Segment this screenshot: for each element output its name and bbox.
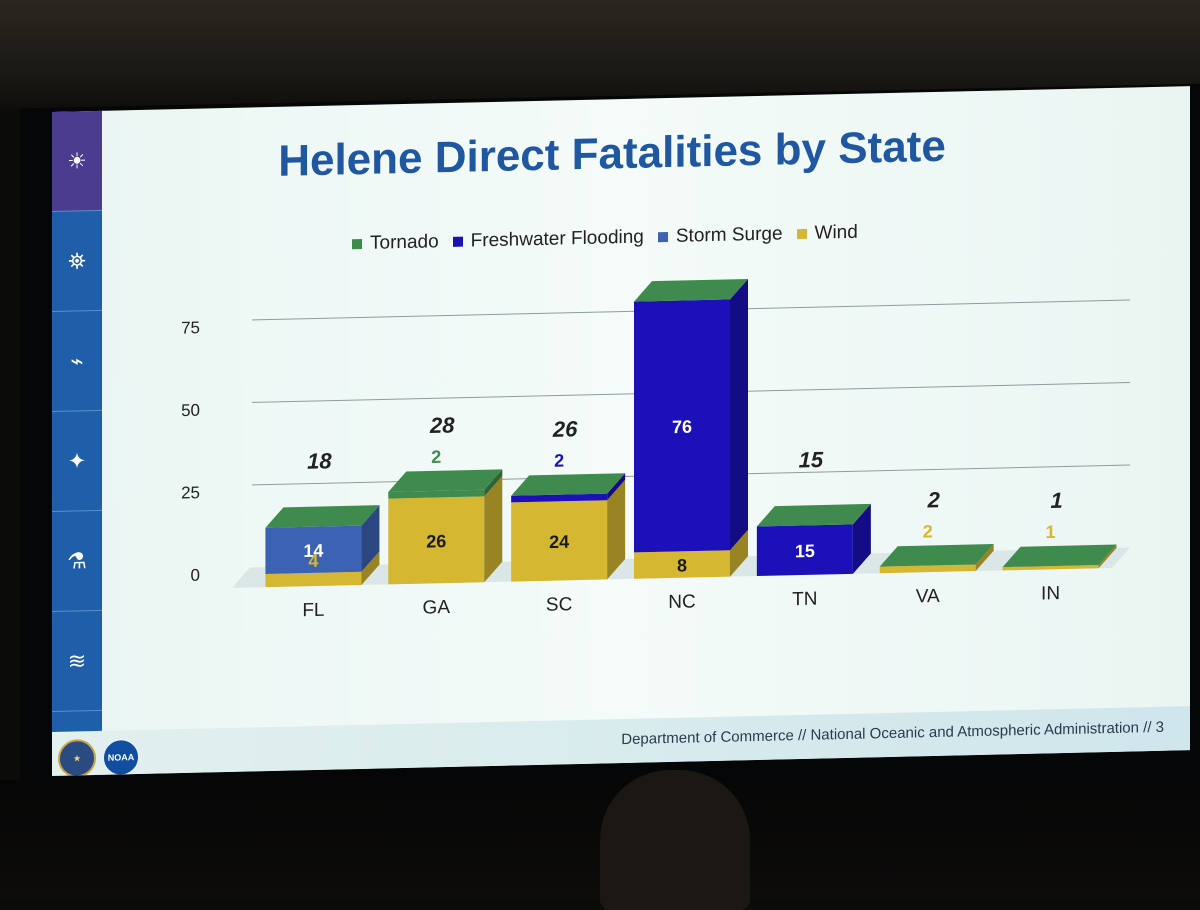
audience-silhouette [600, 770, 750, 910]
segment-data-label: 14 [303, 541, 323, 561]
x-tick-label: NC [668, 591, 695, 613]
fish-icon: ⌁ [52, 310, 102, 412]
x-tick-label: IN [1041, 583, 1060, 604]
y-tick-label: 75 [181, 318, 200, 337]
bar-segment [634, 299, 730, 553]
slide: ☀ ⛯ ⌁ ✦ ⚗ ≋ Helene Direct Fatalities by … [52, 86, 1190, 776]
legend-swatch-wind [796, 228, 807, 240]
segment-data-label: 8 [677, 555, 687, 575]
slide-title: Helene Direct Fatalities by State [278, 121, 946, 186]
legend-item-storm-surge: Storm Surge [657, 223, 783, 248]
legend-label: Tornado [370, 231, 439, 254]
bar-segment-side [607, 479, 626, 580]
noaa-logo: NOAA [102, 738, 140, 776]
segment-data-label: 1 [1046, 522, 1056, 542]
bar-top-face [879, 544, 994, 567]
bar-segment-side [852, 503, 871, 574]
bar-segment [756, 524, 853, 577]
legend-swatch-freshwater-flooding [452, 236, 463, 247]
bar-chart: 025507510041418FL26228GA24226SC87684NC15… [172, 247, 1130, 622]
bar-segment-side [975, 544, 994, 572]
diver-icon: ≋ [52, 610, 102, 712]
bar-segment [634, 550, 730, 579]
bar-top-face [388, 469, 503, 492]
legend-item-tornado: Tornado [352, 231, 439, 255]
segment-data-label: 15 [795, 541, 815, 561]
legend-label: Freshwater Flooding [470, 226, 644, 252]
legend-swatch-tornado [352, 238, 362, 250]
bar-segment-side [361, 551, 380, 585]
bar-segment-side [730, 279, 748, 551]
bar-segment [388, 489, 485, 499]
segment-data-label: 2 [554, 451, 564, 471]
x-tick-label: VA [916, 586, 940, 608]
bar-segment-side [1098, 544, 1117, 569]
bar-top-face [756, 503, 871, 527]
y-tick-label: 100 [172, 247, 200, 255]
sun-cloud-icon: ☀ [52, 110, 102, 212]
bar-segment [879, 564, 976, 574]
x-tick-label: GA [423, 597, 451, 619]
bar-segment [265, 525, 362, 574]
footer-text: Department of Commerce // National Ocean… [621, 718, 1164, 749]
x-tick-label: FL [302, 600, 324, 622]
bar-segment [1002, 564, 1099, 571]
segment-data-label: 76 [672, 417, 692, 437]
total-data-label: 26 [552, 416, 578, 442]
bar-segment-side [607, 473, 626, 501]
segment-data-label: 4 [308, 551, 318, 571]
legend-item-freshwater-flooding: Freshwater Flooding [452, 226, 644, 253]
surveyor-icon: ⛯ [52, 210, 102, 312]
total-data-label: 18 [307, 448, 332, 474]
segment-data-label: 2 [431, 447, 441, 467]
legend-label: Storm Surge [675, 223, 783, 247]
bar-segment-side [730, 529, 748, 577]
bar-segment [388, 496, 485, 585]
total-data-label: 1 [1050, 488, 1062, 513]
total-data-label: 15 [799, 447, 824, 473]
legend-swatch-storm-surge [657, 232, 668, 243]
bar-segment [265, 571, 362, 588]
sidebar: ☀ ⛯ ⌁ ✦ ⚗ ≋ [52, 110, 102, 776]
bar-segment-side [484, 469, 503, 497]
bar-top-face [1002, 544, 1117, 568]
bar-top-face [634, 279, 748, 302]
department-of-commerce-seal-icon: ★ [58, 739, 96, 776]
x-tick-label: SC [546, 594, 572, 616]
satellite-icon: ✦ [52, 410, 102, 512]
segment-data-label: 24 [549, 532, 569, 552]
flask-icon: ⚗ [52, 510, 102, 612]
bar-segment [511, 500, 608, 582]
legend-label: Wind [814, 221, 858, 244]
x-tick-label: TN [792, 589, 817, 611]
y-tick-label: 0 [191, 566, 200, 585]
y-tick-label: 50 [181, 401, 200, 420]
bar-segment [511, 493, 608, 503]
total-data-label: 2 [927, 487, 941, 512]
legend-item-wind: Wind [796, 221, 858, 245]
segment-data-label: 2 [923, 521, 933, 541]
bar-segment-side [361, 505, 380, 572]
chart-legend: Tornado Freshwater Flooding Storm Surge … [352, 222, 858, 255]
bar-segment-side [484, 475, 503, 583]
bar-top-face [511, 473, 626, 496]
y-tick-label: 25 [181, 483, 200, 502]
total-data-label: 28 [429, 412, 455, 438]
segment-data-label: 26 [426, 531, 446, 551]
bar-top-face [265, 505, 380, 528]
